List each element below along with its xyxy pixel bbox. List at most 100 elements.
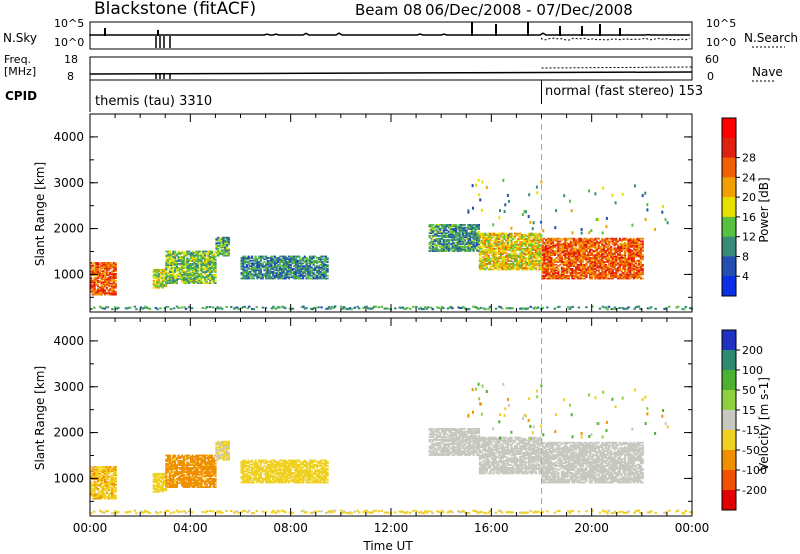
echo-cell [463,246,466,248]
echo-cell [244,272,247,274]
echo-cell [98,475,101,478]
ground-scatter-cell [90,512,93,514]
echo-cell [242,268,245,270]
echo-cell [98,490,101,493]
echo-cell [217,250,220,253]
echo-cell [265,270,268,273]
echo-cell [531,236,534,239]
echo-cell [90,494,93,497]
echo-cell [451,244,454,247]
echo-cell [107,262,110,264]
echo-cell [95,475,98,478]
echo-cell [489,236,492,239]
echo-cell [610,261,613,263]
ground-scatter-cell [309,307,313,310]
echo-cell [571,274,574,277]
echo-cell [242,265,245,268]
echo-cell [535,239,538,242]
ground-scatter-cell [369,511,373,514]
echo-cell [515,256,518,258]
echo-cell [218,245,222,247]
echo-cell [508,264,511,267]
ground-scatter-cell [591,305,594,308]
echo-cell [286,266,289,269]
echo-cell [446,236,449,239]
echo-cell [496,267,499,269]
echo-cell [601,261,604,263]
echo-cell [222,252,225,254]
echo-cell [179,275,182,278]
ground-scatter-cell [624,307,627,310]
echo-cell [613,255,616,258]
echo-cell [545,263,548,266]
echo-cell [484,245,487,247]
echo-cell [536,247,539,250]
echo-cell [510,239,513,242]
echo-cell [548,237,551,240]
echo-cell [494,247,497,250]
echo-cell [198,258,201,261]
echo-cell [302,272,305,274]
ground-scatter-cell [216,306,219,309]
ground-scatter-cell [236,306,239,309]
echo-cell [548,254,551,257]
echo-cell [622,254,625,257]
ground-scatter-cell [115,511,119,514]
echo-cell [303,268,306,270]
ground-scatter-cell [312,307,316,310]
echo-cell [111,284,114,286]
echo-cell [286,261,289,263]
echo-cell [510,256,513,258]
echo-cell [478,267,481,269]
echo-cell [430,240,433,243]
echo-cell [196,261,200,264]
echo-cell [210,278,214,280]
echo-cell [90,267,93,270]
ground-scatter-cell [333,509,337,512]
echo-cell [242,258,245,261]
echo-cell [102,292,105,295]
echo-cell [170,253,173,256]
echo-cell [182,261,185,264]
echo-cell [599,255,602,258]
echo-cell [601,251,604,254]
echo-cell [168,280,171,283]
echo-cell [499,246,503,249]
echo-cell [444,240,447,243]
echo-cell [107,263,110,266]
ground-scatter-cell [508,307,511,310]
echo-cell [485,264,488,267]
echo-cell [566,274,569,277]
ground-scatter-cell [166,306,170,308]
echo-cell [444,247,447,250]
echo-cell [608,270,611,273]
echo-cell [242,266,245,269]
echo-cell [309,261,312,263]
echo-cell [220,249,223,251]
echo-cell [177,256,180,258]
echo-cell [186,272,189,275]
echo-cell [217,249,220,251]
echo-cell [506,242,510,245]
echo-cell [625,272,628,274]
echo-cell [545,247,548,250]
echo-cell [259,270,262,273]
echo-cell [105,270,108,273]
ground-scatter-cell [190,307,194,310]
echo-cell [167,275,170,278]
echo-cell [202,264,205,267]
echo-cell [174,257,177,260]
echo-cell [492,268,495,271]
echo-cell [168,276,171,279]
echo-cell [474,226,477,229]
echo-cell [632,254,635,257]
echo-cell [613,251,616,254]
echo-cell [498,249,501,251]
ground-scatter-cell [169,308,173,311]
echo-cell [578,255,581,258]
echo-cell [545,274,548,277]
echo-cell [93,279,96,282]
echo-cell [519,267,522,269]
echo-cell [574,247,578,250]
ground-scatter-cell [683,512,686,515]
